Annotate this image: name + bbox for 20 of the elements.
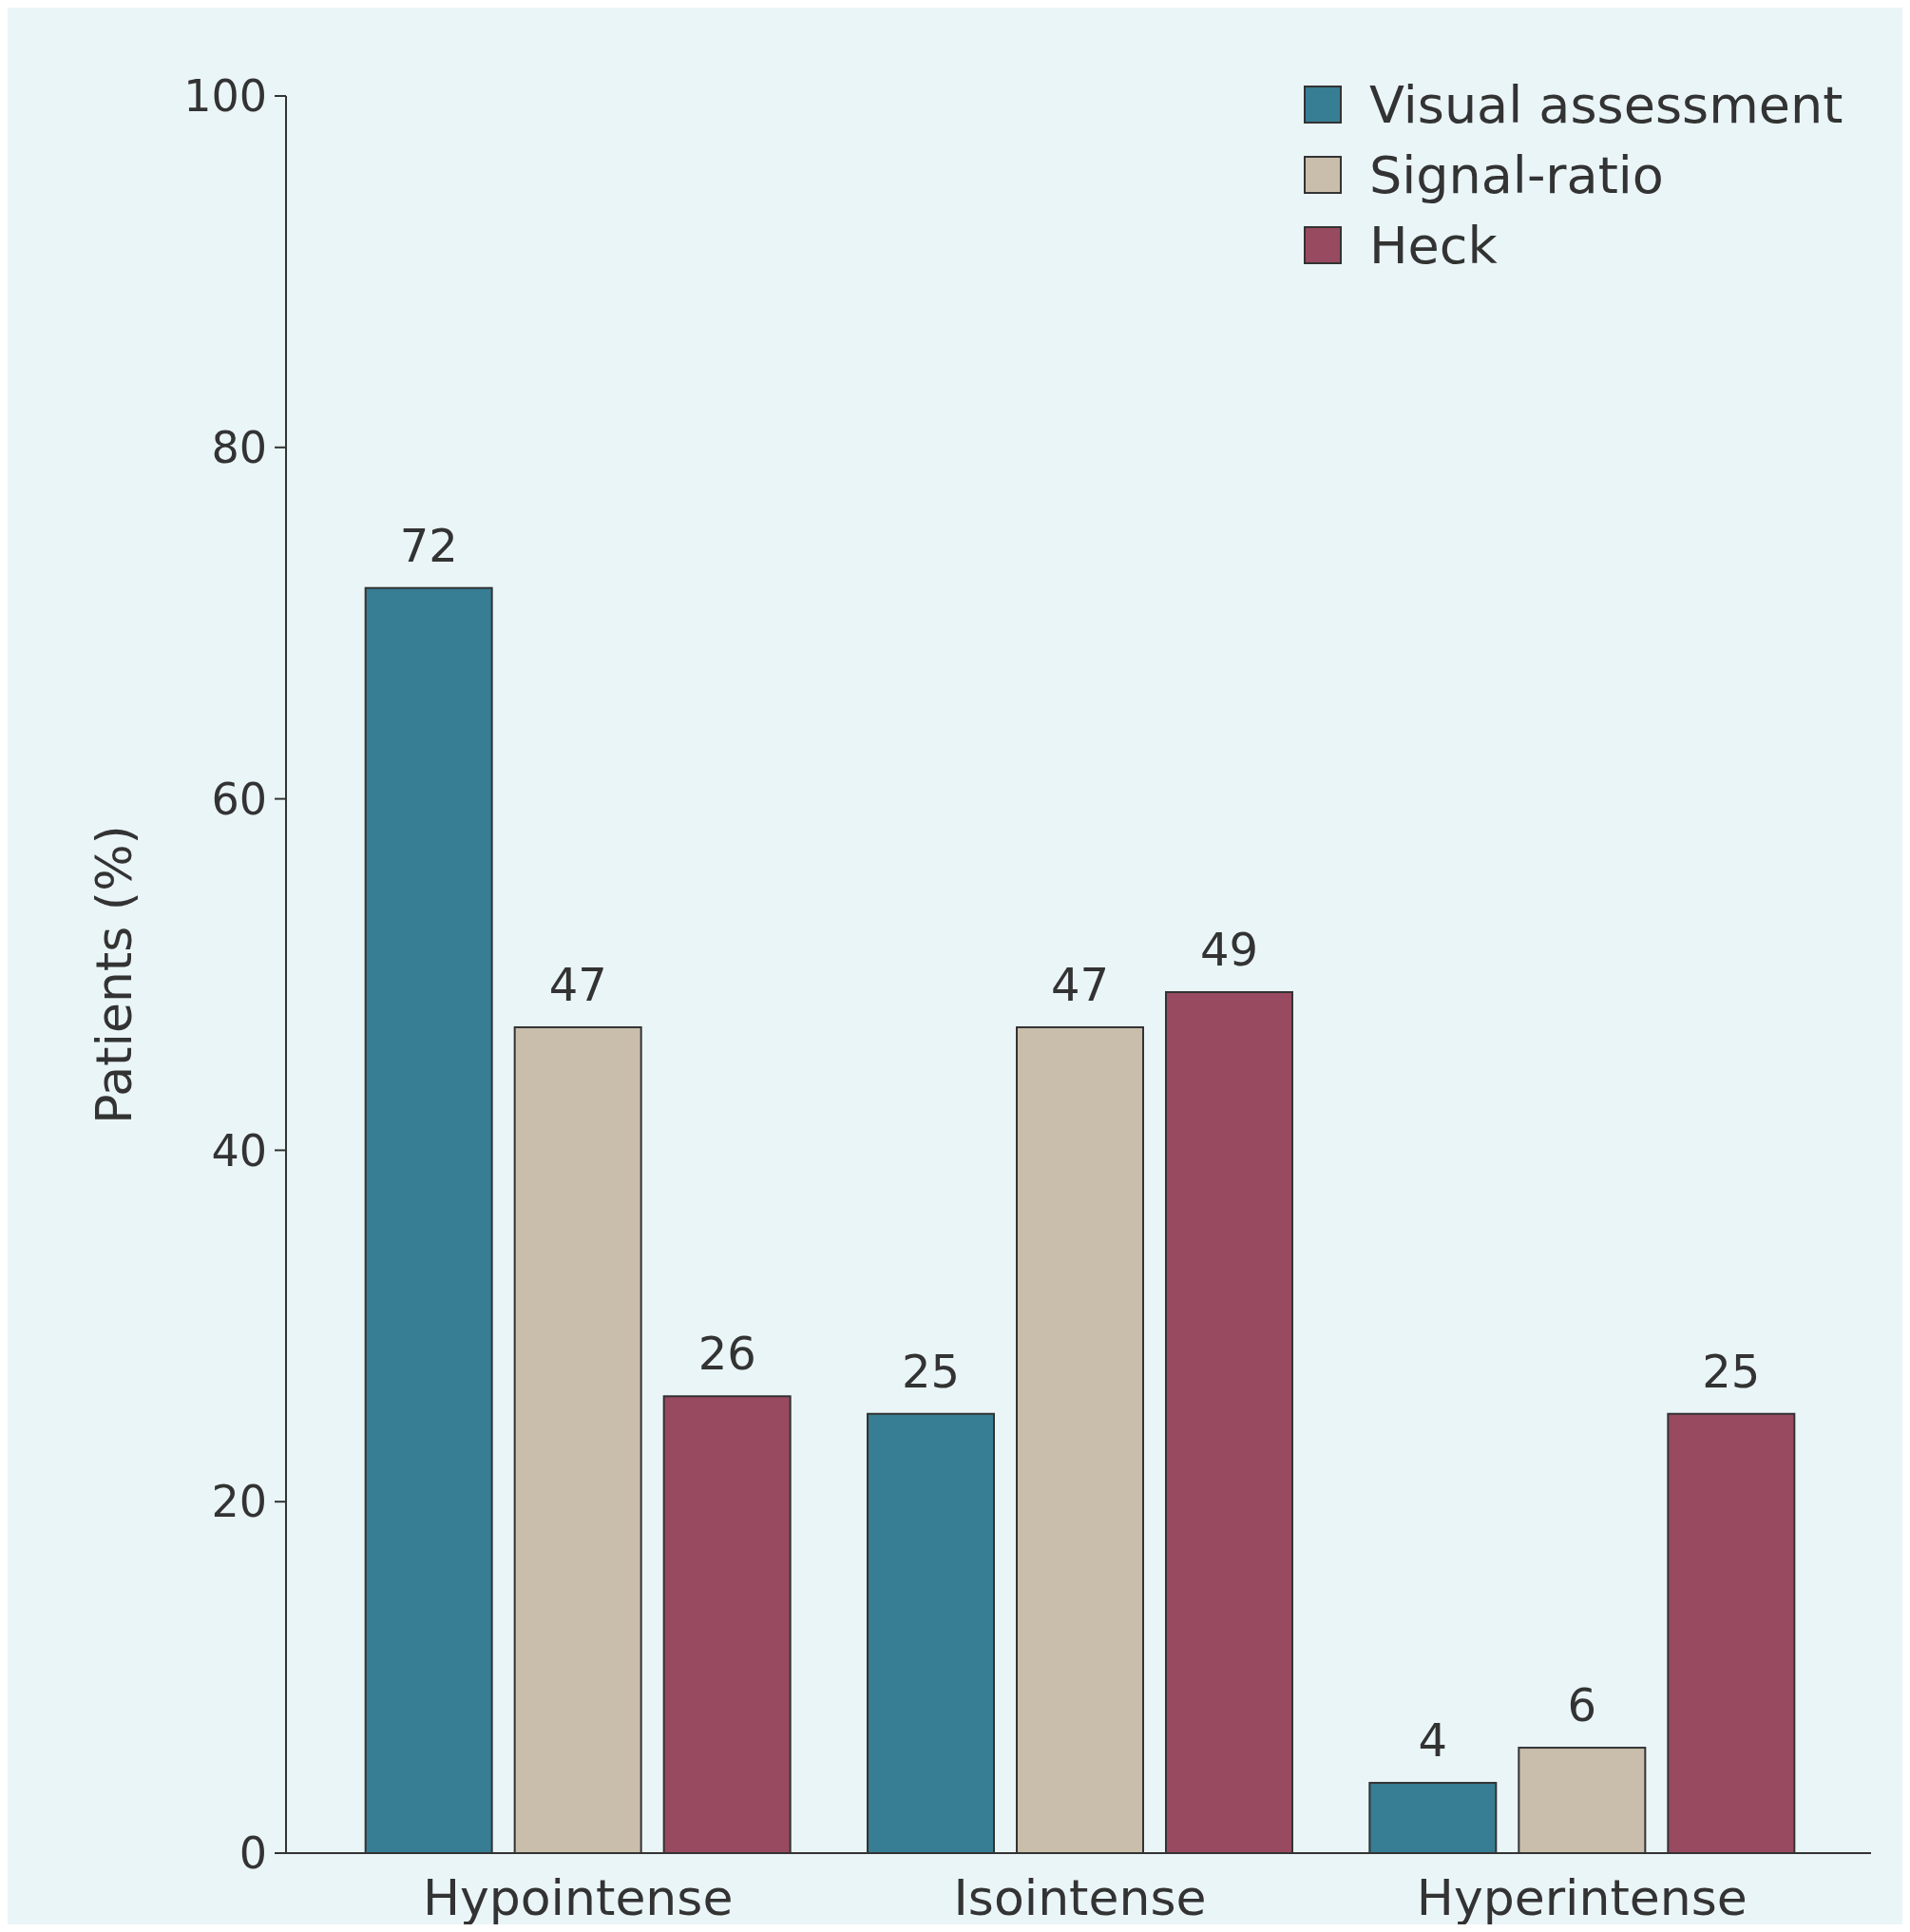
y-tick-label: 80: [211, 421, 267, 473]
data-label: 72: [399, 518, 458, 572]
y-axis-title: Patients (%): [86, 825, 143, 1124]
y-tick-label: 0: [239, 1827, 267, 1880]
x-tick-label: Isointense: [953, 1869, 1207, 1926]
data-label: 25: [1702, 1344, 1761, 1398]
data-label: 4: [1418, 1713, 1448, 1768]
data-label: 25: [901, 1344, 961, 1398]
y-tick-label: 20: [211, 1476, 267, 1528]
y-tick-label: 40: [211, 1124, 267, 1176]
data-label: 49: [1199, 922, 1259, 976]
data-label: 26: [697, 1327, 756, 1381]
y-tick-label: 60: [211, 773, 267, 825]
data-label: 47: [1050, 957, 1110, 1011]
legend-label: Visual assessment: [1369, 74, 1843, 135]
data-label: 6: [1567, 1678, 1597, 1732]
y-tick-label: 100: [183, 70, 267, 123]
legend-label: Signal-ratio: [1369, 144, 1664, 205]
data-label: 47: [548, 957, 607, 1011]
legend-label: Heck: [1369, 215, 1499, 276]
